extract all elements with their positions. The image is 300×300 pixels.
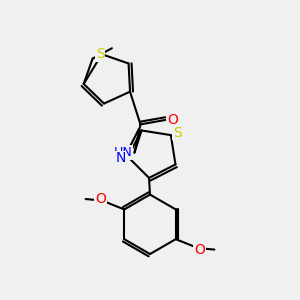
Text: O: O xyxy=(95,192,106,206)
Text: S: S xyxy=(96,47,105,61)
Text: O: O xyxy=(167,113,178,127)
Text: S: S xyxy=(173,126,182,140)
Text: HN: HN xyxy=(114,146,133,159)
Text: O: O xyxy=(194,243,205,256)
Text: N: N xyxy=(116,152,126,165)
